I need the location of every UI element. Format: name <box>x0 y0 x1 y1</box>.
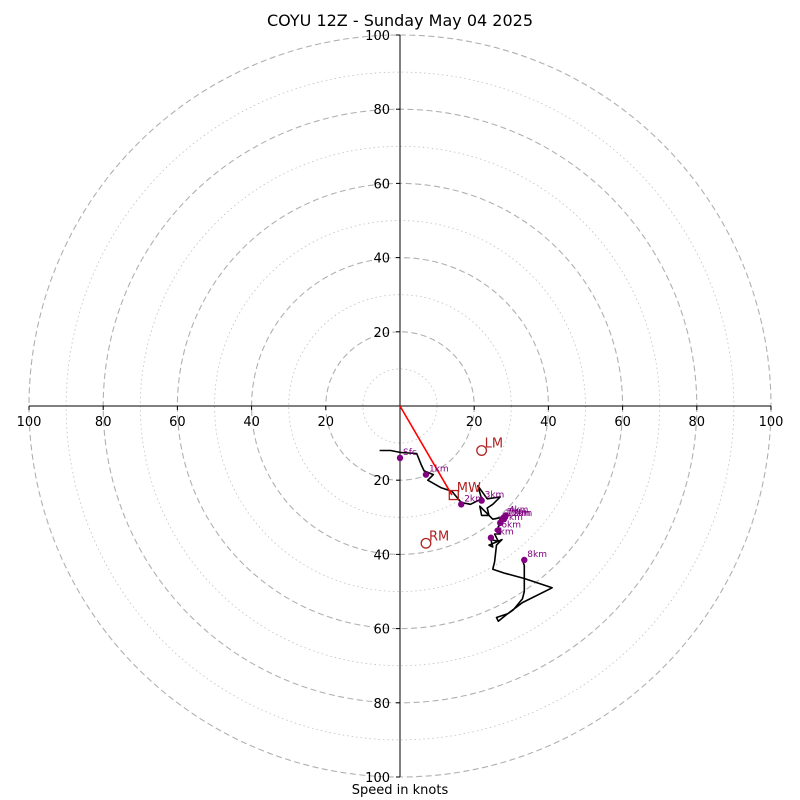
height-label-4km: 4km <box>509 505 529 515</box>
height-marker-8km <box>521 556 528 564</box>
height-label-5km: 5km <box>503 513 523 523</box>
chart-title: COYU 12Z - Sunday May 04 2025 <box>266 11 533 30</box>
y-tick-label-top-80: 80 <box>373 103 390 118</box>
y-tick-label-top-40: 40 <box>373 252 390 267</box>
x-tick-label-left-20: 20 <box>318 415 335 430</box>
x-tick-label-left-60: 60 <box>169 415 186 430</box>
storm-motion-label-rm: RM <box>429 529 449 544</box>
x-tick-label-left-80: 80 <box>95 415 112 430</box>
height-marker-9km <box>487 534 495 541</box>
x-tick-label-right-80: 80 <box>689 415 706 430</box>
y-tick-label-top-100: 100 <box>365 29 390 44</box>
height-label-6km: 6km <box>501 520 521 530</box>
x-tick-label-right-100: 100 <box>759 415 784 430</box>
storm-motion-label-mw: MW <box>457 481 481 496</box>
y-tick-label-top-60: 60 <box>373 177 390 192</box>
y-tick-label-bottom-40: 40 <box>373 548 390 563</box>
wind-profile-line <box>379 449 553 623</box>
height-label-2km: 2km <box>464 494 484 504</box>
height-label-7km: 7km <box>507 507 527 517</box>
y-tick-label-bottom-100: 100 <box>365 771 390 786</box>
y-tick-label-top-20: 20 <box>373 326 390 341</box>
height-label-8km: 8km <box>527 550 547 560</box>
x-tick-label-right-60: 60 <box>614 415 631 430</box>
height-marker-12km <box>500 515 508 523</box>
x-tick-label-right-40: 40 <box>540 415 557 430</box>
height-marker-1km <box>422 471 430 478</box>
height-label-10km: 10km <box>505 509 530 519</box>
storm-motion-label-lm: LM <box>485 437 503 452</box>
shear-vector-line <box>399 405 453 496</box>
height-marker-3km <box>478 497 485 504</box>
x-tick-label-right-20: 20 <box>466 415 483 430</box>
x-tick-label-left-40: 40 <box>243 415 260 430</box>
x-axis-label: Speed in knots <box>351 783 449 798</box>
y-tick-label-bottom-80: 80 <box>373 697 390 712</box>
height-label-sfc: Sfc <box>403 448 417 458</box>
height-marker-6km <box>495 527 502 534</box>
storm-motion-marker-rm <box>420 537 432 549</box>
storm-motion-marker-mw <box>448 489 459 501</box>
height-marker-sfc <box>396 454 404 462</box>
storm-motion-marker-lm <box>476 445 488 456</box>
x-tick-label-left-100: 100 <box>17 415 42 430</box>
height-marker-2km <box>458 501 465 508</box>
height-label-3km: 3km <box>485 491 505 501</box>
y-tick-label-bottom-20: 20 <box>373 474 390 489</box>
height-label-12km: 12km <box>507 509 532 519</box>
height-label-9km: 9km <box>494 528 514 538</box>
height-label-1km: 1km <box>429 465 449 475</box>
y-tick-label-bottom-60: 60 <box>373 623 390 638</box>
